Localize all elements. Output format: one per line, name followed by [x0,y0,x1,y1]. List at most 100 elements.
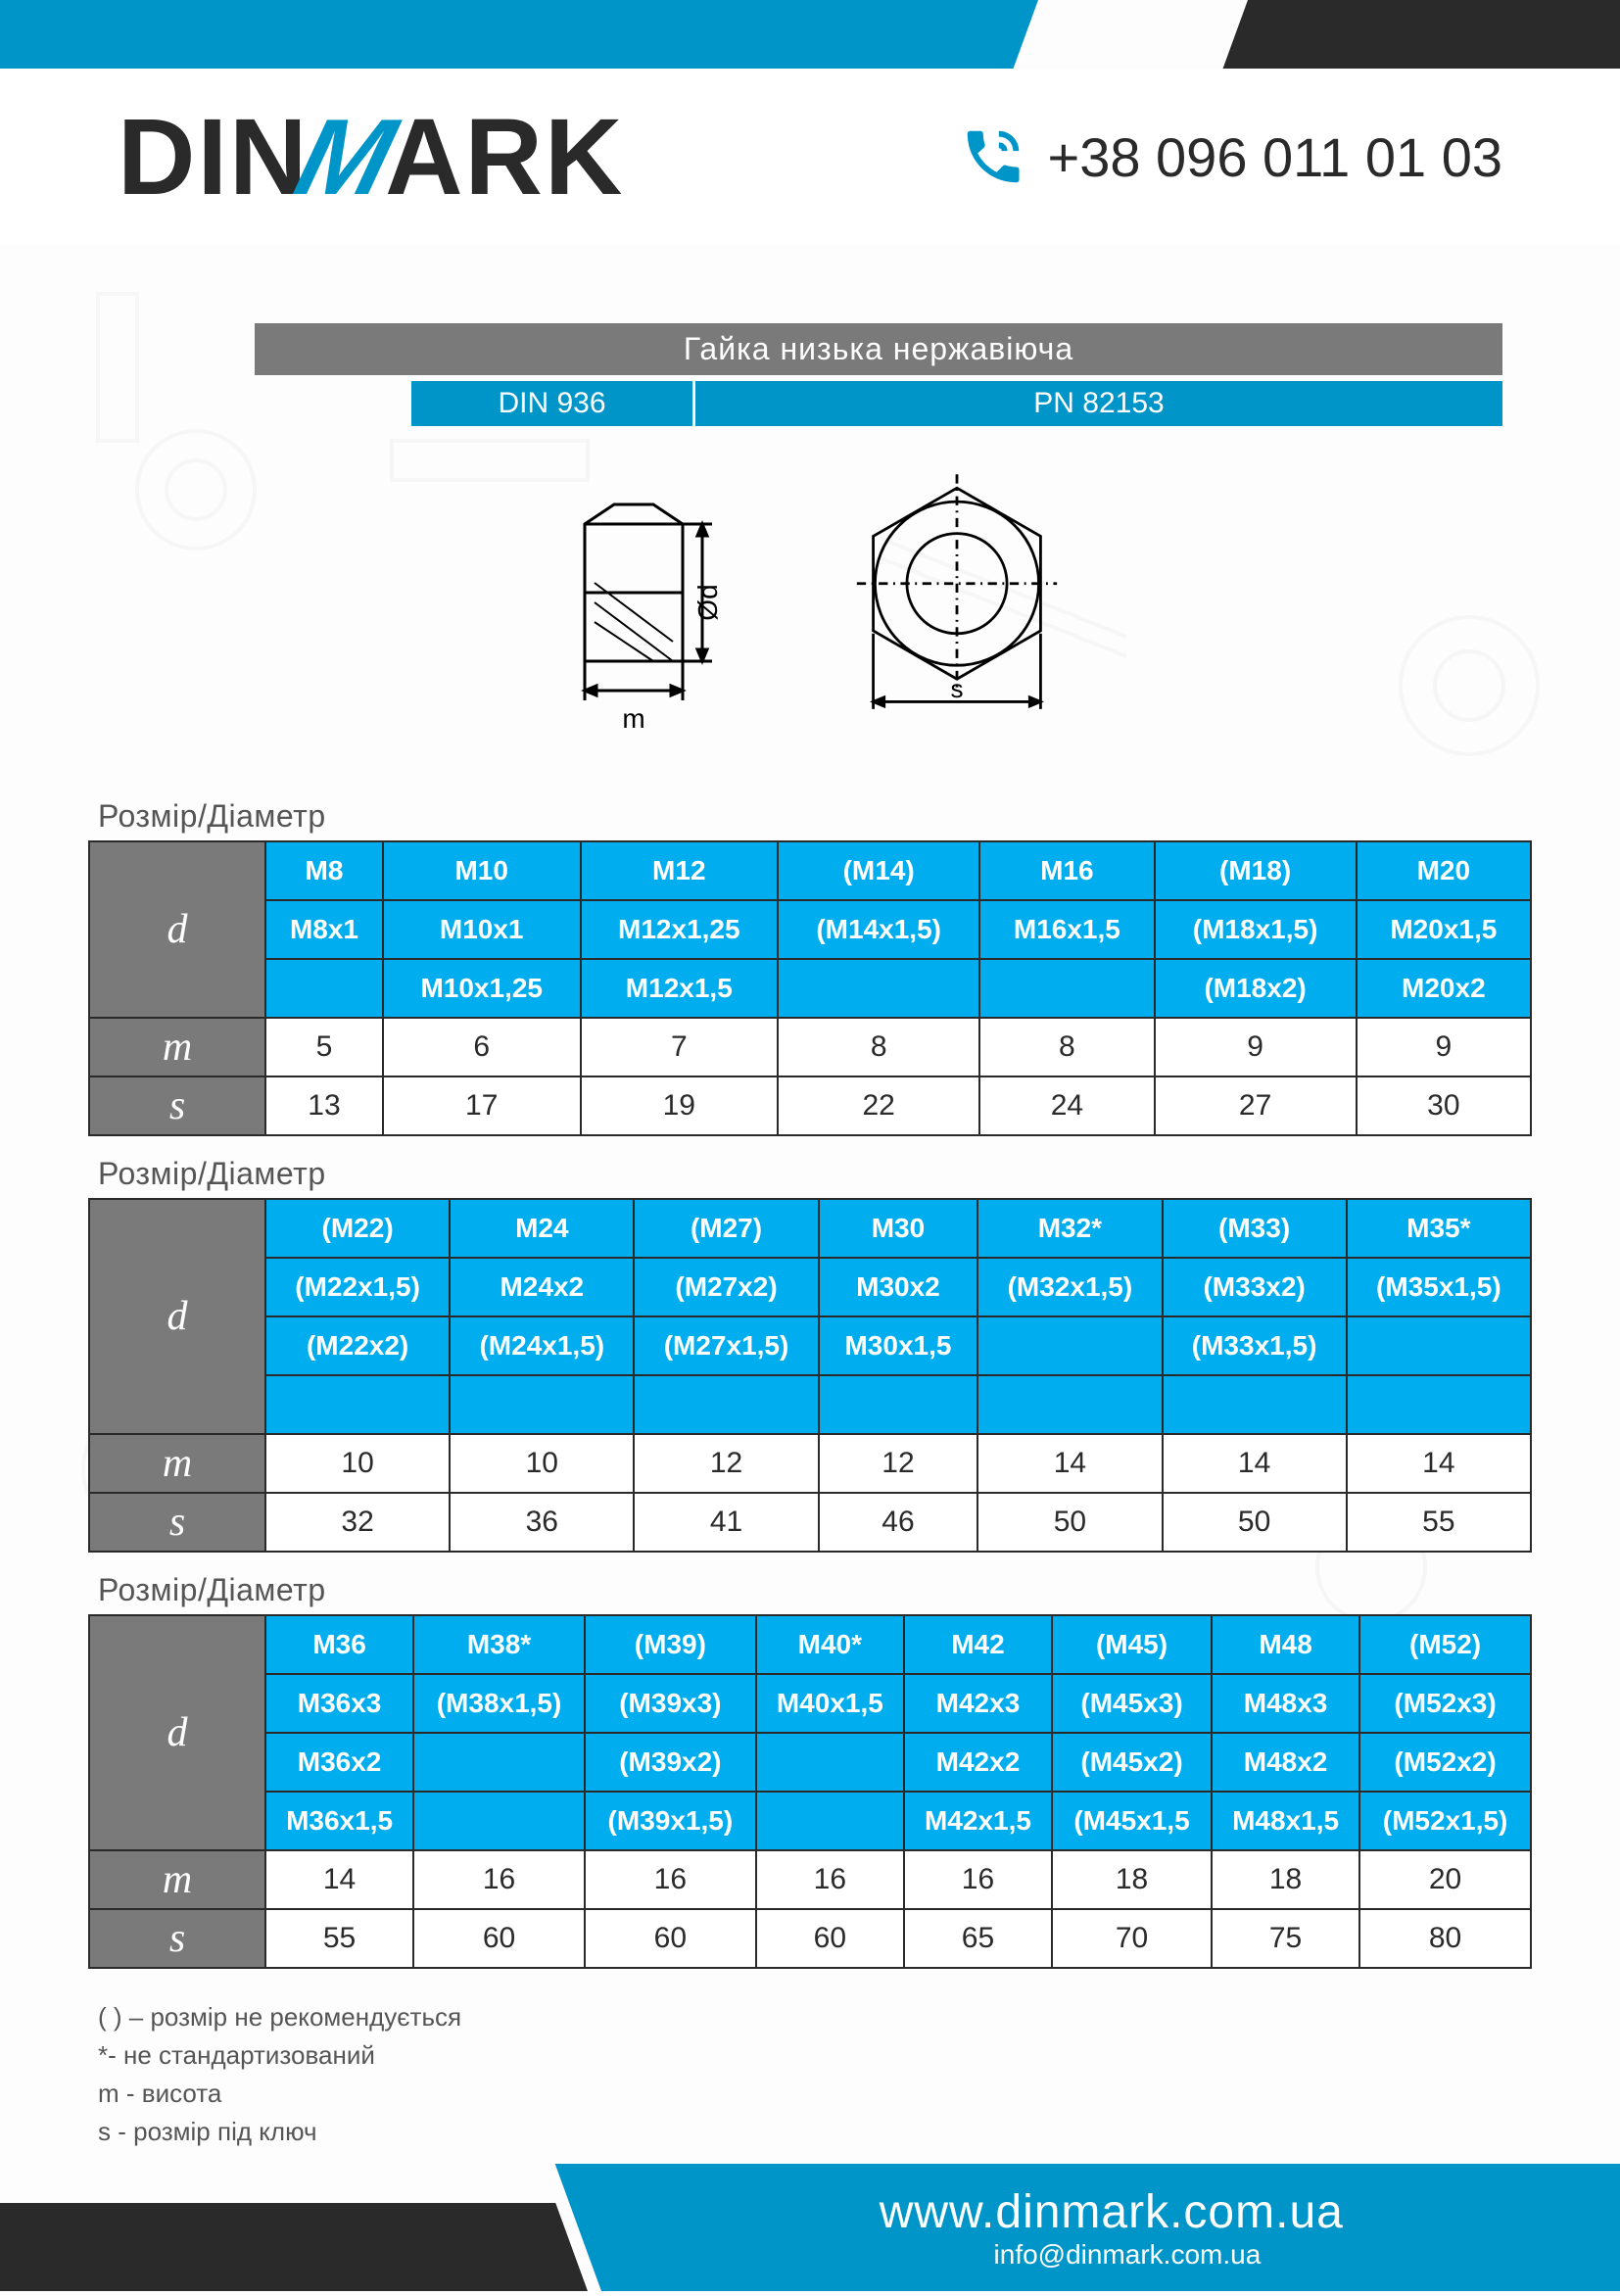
d-value-cell [1163,1375,1347,1434]
d-value-cell [413,1792,585,1850]
d-value-cell: (M32x1,5) [977,1258,1162,1316]
standards-bar: DIN 936 PN 82153 [255,381,1502,426]
m-value-cell: 5 [265,1018,383,1076]
s-value-cell: 41 [634,1493,818,1552]
d-value-cell: (M22) [265,1199,450,1258]
m-value-cell: 6 [383,1018,581,1076]
s-value-cell: 55 [1347,1493,1531,1552]
d-value-cell: (M22x1,5) [265,1258,450,1316]
d-value-cell: (M45) [1052,1615,1212,1674]
phone-block: +38 096 011 01 03 [959,122,1502,191]
header-content: DINMARK +38 096 011 01 03 [0,69,1620,245]
row-header-d: d [89,841,265,1018]
s-value-cell: 60 [756,1909,904,1968]
s-value-cell: 46 [819,1493,978,1552]
d-value-cell [1347,1316,1531,1375]
s-value-cell: 60 [413,1909,585,1968]
s-value-cell: 50 [977,1493,1162,1552]
s-value-cell: 65 [904,1909,1052,1968]
d-value-cell: M42x3 [904,1674,1052,1733]
d-value-cell: (M52) [1359,1615,1531,1674]
d-value-cell: (M45x3) [1052,1674,1212,1733]
m-value-cell: 8 [778,1018,979,1076]
logo-text-post: ARK [385,95,624,219]
diagram-side-view: Ød m [536,465,732,740]
logo-text-pre: DIN [118,95,309,219]
table-row: (M22x1,5)M24x2(M27x2)M30x2(M32x1,5)(M33x… [89,1258,1531,1316]
spec-table-2: dM36M38*(M39)M40*M42(M45)M48(M52)M36x3(M… [88,1614,1532,1969]
d-value-cell: (M27x2) [634,1258,818,1316]
d-value-cell [265,959,383,1018]
d-value-cell: (M18x1,5) [1155,900,1357,959]
d-value-cell: M36x3 [265,1674,413,1733]
s-value-cell: 75 [1212,1909,1359,1968]
page-header: DINMARK +38 096 011 01 03 [0,0,1620,274]
m-value-cell: 14 [1347,1434,1531,1493]
m-value-cell: 20 [1359,1850,1531,1909]
s-value-cell: 50 [1163,1493,1347,1552]
m-value-cell: 14 [977,1434,1162,1493]
standard-din: DIN 936 [411,381,695,426]
d-value-cell: (M33) [1163,1199,1347,1258]
d-value-cell: M20x1,5 [1357,900,1531,959]
m-value-cell: 8 [979,1018,1154,1076]
d-value-cell: M10x1 [383,900,581,959]
d-value-cell [977,1375,1162,1434]
m-value-cell: 18 [1052,1850,1212,1909]
table-row: s13171922242730 [89,1076,1531,1135]
m-value-cell: 9 [1357,1018,1531,1076]
d-value-cell: M12x1,25 [581,900,779,959]
spec-table-1: d(M22)M24(M27)M30M32*(M33)M35*(M22x1,5)M… [88,1198,1532,1553]
diagram-label-m: m [622,703,644,734]
s-value-cell: 22 [778,1076,979,1135]
d-value-cell: M12x1,5 [581,959,779,1018]
d-value-cell: M36x2 [265,1733,413,1792]
d-value-cell [977,1316,1162,1375]
row-header-s: s [89,1493,265,1552]
d-value-cell: (M39x2) [585,1733,756,1792]
table-row [89,1375,1531,1434]
d-value-cell [1347,1375,1531,1434]
row-header-m: m [89,1850,265,1909]
d-value-cell [979,959,1154,1018]
d-value-cell [450,1375,634,1434]
d-value-cell: M30 [819,1199,978,1258]
m-value-cell: 14 [265,1850,413,1909]
d-value-cell [819,1375,978,1434]
tables-container: Розмір/ДіаметрdM8M10M12(M14)M16(M18)M20M… [0,798,1620,1969]
d-value-cell: M20 [1357,841,1531,900]
d-value-cell: (M22x2) [265,1316,450,1375]
d-value-cell: M36x1,5 [265,1792,413,1850]
m-value-cell: 16 [904,1850,1052,1909]
d-value-cell: M42x2 [904,1733,1052,1792]
s-value-cell: 24 [979,1076,1154,1135]
row-header-m: m [89,1018,265,1076]
footnote-line: m - висота [98,2075,1522,2113]
footer-accent-dark [0,2203,588,2291]
s-value-cell: 13 [265,1076,383,1135]
d-value-cell [634,1375,818,1434]
d-value-cell: M36 [265,1615,413,1674]
footer-accent-teal: www.dinmark.com.ua info@dinmark.com.ua [555,2164,1620,2291]
d-value-cell: (M38x1,5) [413,1674,585,1733]
m-value-cell: 16 [413,1850,585,1909]
table-section-1: Розмір/Діаметрd(M22)M24(M27)M30M32*(M33)… [88,1156,1532,1553]
m-value-cell: 12 [819,1434,978,1493]
table-row: dM8M10M12(M14)M16(M18)M20 [89,841,1531,900]
d-value-cell [756,1792,904,1850]
d-value-cell [756,1733,904,1792]
d-value-cell: (M18) [1155,841,1357,900]
footnotes: ( ) – розмір не рекомендується*- не стан… [98,1998,1522,2151]
s-value-cell: 55 [265,1909,413,1968]
standard-pn: PN 82153 [695,381,1502,426]
d-value-cell: (M24x1,5) [450,1316,634,1375]
product-title: Гайка низька нержавіюча [255,323,1502,375]
row-header-s: s [89,1076,265,1135]
d-value-cell [778,959,979,1018]
d-value-cell: (M35x1,5) [1347,1258,1531,1316]
d-value-cell: (M52x2) [1359,1733,1531,1792]
table-row: M10x1,25M12x1,5(M18x2)M20x2 [89,959,1531,1018]
d-value-cell: M16x1,5 [979,900,1154,959]
table-section-2: Розмір/ДіаметрdM36M38*(M39)M40*M42(M45)M… [88,1572,1532,1969]
table-row: s5560606065707580 [89,1909,1531,1968]
